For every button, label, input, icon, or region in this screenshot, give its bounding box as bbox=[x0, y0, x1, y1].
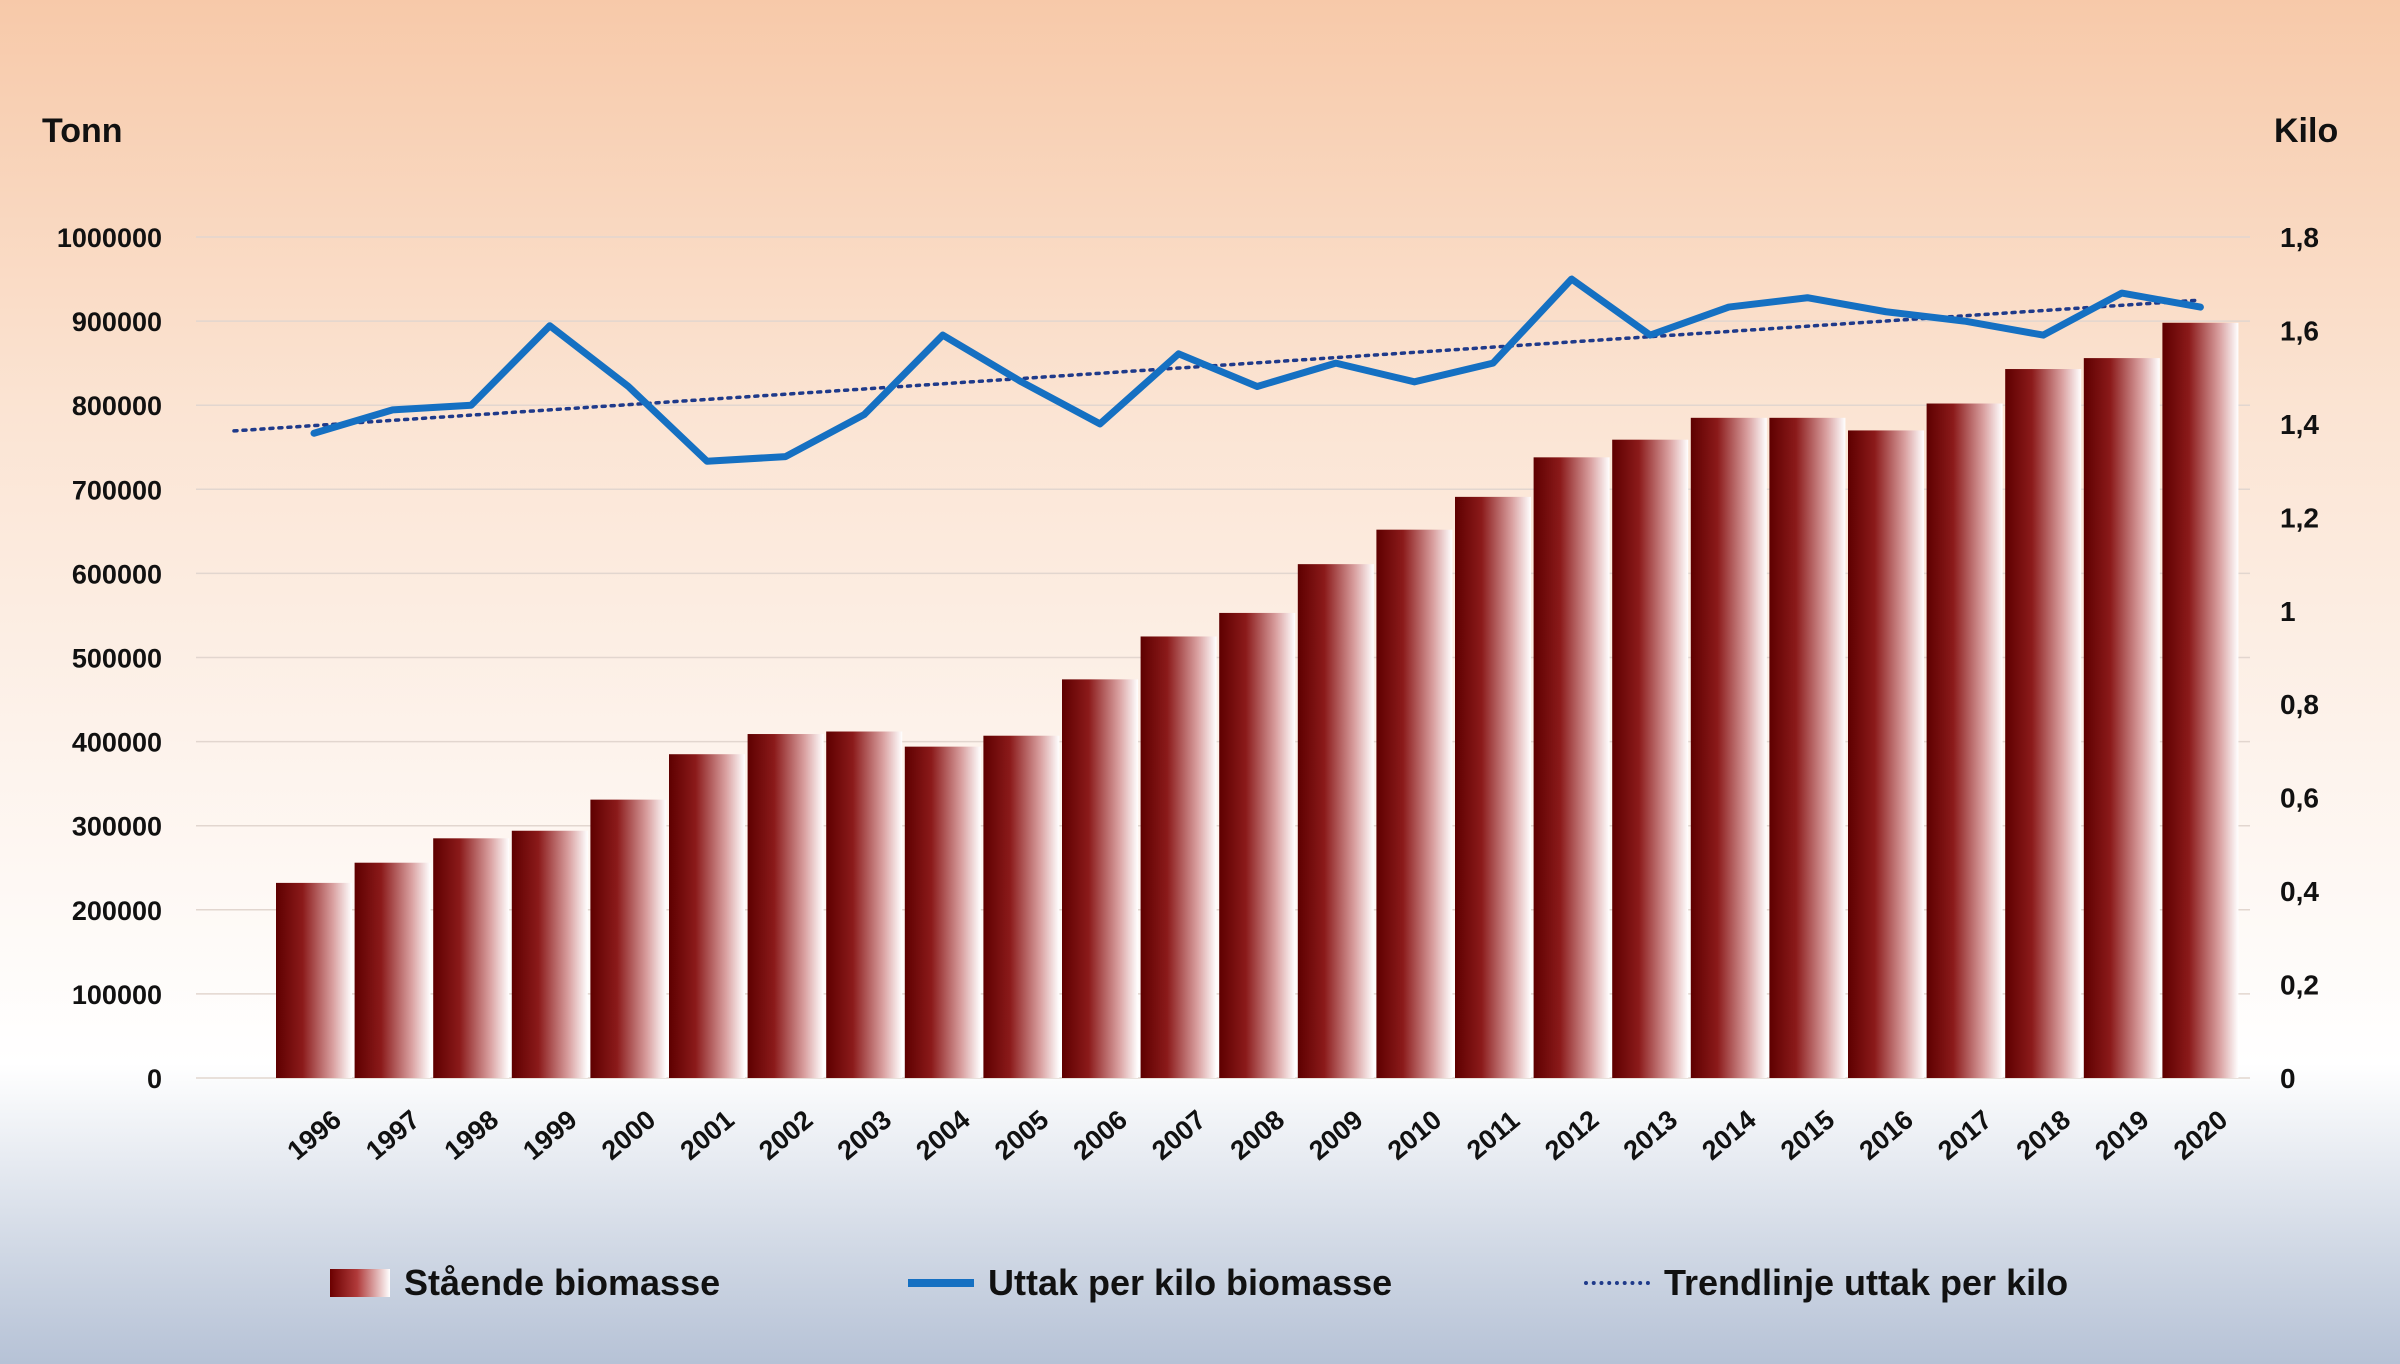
bar bbox=[1297, 564, 1374, 1078]
bar bbox=[669, 754, 745, 1078]
x-tick-label: 2017 bbox=[1932, 1104, 1997, 1166]
bar bbox=[1690, 417, 1767, 1078]
legend-label-trend: Trendlinje uttak per kilo bbox=[1664, 1262, 2069, 1303]
bar bbox=[1926, 403, 2003, 1078]
x-tick-label: 1999 bbox=[517, 1104, 582, 1166]
x-tick-label: 2015 bbox=[1775, 1104, 1840, 1166]
x-tick-label: 2010 bbox=[1382, 1104, 1447, 1166]
bar bbox=[747, 734, 824, 1078]
legend-label-biomasse: Stående biomasse bbox=[404, 1262, 721, 1303]
right-tick-label: 0,8 bbox=[2280, 689, 2319, 720]
bar bbox=[1848, 430, 1924, 1078]
right-tick-label: 0 bbox=[2280, 1063, 2296, 1094]
left-tick-label: 800000 bbox=[72, 391, 162, 421]
left-tick-label: 200000 bbox=[72, 896, 162, 926]
legend-item-biomasse: Stående biomasse bbox=[330, 1262, 720, 1304]
x-tick-label: 2008 bbox=[1225, 1104, 1290, 1166]
bar bbox=[2162, 322, 2239, 1079]
right-tick-label: 1,6 bbox=[2280, 315, 2319, 346]
x-tick-label: 2014 bbox=[1696, 1104, 1761, 1166]
left-tick-label: 900000 bbox=[72, 307, 162, 337]
bar bbox=[1219, 612, 1296, 1078]
bar bbox=[590, 799, 667, 1078]
x-tick-label: 2019 bbox=[2089, 1104, 2154, 1166]
right-tick-label: 0,4 bbox=[2280, 876, 2319, 907]
x-tick-label: 2007 bbox=[1146, 1104, 1211, 1166]
x-tick-label: 2013 bbox=[1618, 1104, 1683, 1166]
x-tick-label: 2000 bbox=[596, 1104, 661, 1166]
bar bbox=[1533, 457, 1610, 1078]
bar-swatch-icon bbox=[330, 1269, 390, 1297]
right-axis-title: Kilo bbox=[2274, 112, 2339, 150]
legend-item-uttak: Uttak per kilo biomasse bbox=[908, 1262, 1392, 1304]
x-tick-label: 2001 bbox=[675, 1104, 740, 1166]
x-tick-label: 2016 bbox=[1854, 1104, 1919, 1166]
x-tick-label: 2006 bbox=[1068, 1104, 1133, 1166]
left-axis-title: Tonn bbox=[42, 112, 123, 150]
x-tick-label: 2005 bbox=[989, 1104, 1054, 1166]
right-tick-label: 1,2 bbox=[2280, 502, 2319, 533]
bar bbox=[1140, 636, 1217, 1078]
dotted-line-swatch-icon bbox=[1584, 1281, 1650, 1285]
x-tick-label: 2004 bbox=[910, 1104, 975, 1166]
bar bbox=[1376, 529, 1453, 1078]
bar bbox=[276, 882, 352, 1078]
bar bbox=[1612, 439, 1689, 1078]
legend: Stående biomasse Uttak per kilo biomasse… bbox=[0, 1262, 2400, 1322]
x-tick-label: 2012 bbox=[1539, 1104, 1604, 1166]
right-tick-label: 1,8 bbox=[2280, 222, 2319, 253]
x-tick-label: 1997 bbox=[360, 1104, 425, 1166]
left-tick-label: 400000 bbox=[72, 728, 162, 758]
x-tick-label: 2003 bbox=[832, 1104, 897, 1166]
legend-label-uttak: Uttak per kilo biomasse bbox=[988, 1262, 1393, 1303]
right-tick-label: 0,6 bbox=[2280, 783, 2319, 814]
line-swatch-icon bbox=[908, 1279, 974, 1287]
right-tick-label: 0,2 bbox=[2280, 970, 2319, 1001]
x-tick-label: 2020 bbox=[2168, 1104, 2233, 1166]
left-tick-label: 100000 bbox=[72, 980, 162, 1010]
bar bbox=[826, 731, 903, 1078]
x-tick-label: 1998 bbox=[439, 1104, 504, 1166]
bar bbox=[433, 838, 510, 1078]
left-tick-label: 500000 bbox=[72, 644, 162, 674]
bar bbox=[1769, 417, 1846, 1078]
bar bbox=[983, 735, 1060, 1078]
x-tick-label: 2002 bbox=[753, 1104, 818, 1166]
bar bbox=[2083, 358, 2160, 1078]
bar bbox=[511, 830, 588, 1078]
left-tick-label: 1000000 bbox=[57, 223, 162, 253]
bar bbox=[1455, 496, 1531, 1078]
trend-line bbox=[232, 298, 2203, 433]
x-tick-label: 2018 bbox=[2011, 1104, 2076, 1166]
bar bbox=[2005, 369, 2082, 1078]
left-tick-label: 300000 bbox=[72, 812, 162, 842]
x-tick-label: 1996 bbox=[282, 1104, 347, 1166]
bar bbox=[1062, 679, 1138, 1078]
legend-item-trend: Trendlinje uttak per kilo bbox=[1584, 1262, 2068, 1304]
x-tick-label: 2011 bbox=[1461, 1105, 1525, 1166]
bar bbox=[354, 862, 431, 1078]
x-tick-label: 2009 bbox=[1303, 1104, 1368, 1166]
left-tick-label: 700000 bbox=[72, 475, 162, 505]
left-tick-label: 600000 bbox=[72, 559, 162, 589]
combo-chart: 0 100000 200000 300000 400000 500000 600000 700… bbox=[57, 222, 2319, 1166]
bar bbox=[904, 746, 981, 1078]
right-tick-label: 1,4 bbox=[2280, 409, 2319, 440]
right-tick-label: 1 bbox=[2280, 596, 2296, 627]
uttak-line bbox=[310, 275, 2204, 465]
left-tick-label: 0 bbox=[147, 1064, 162, 1094]
